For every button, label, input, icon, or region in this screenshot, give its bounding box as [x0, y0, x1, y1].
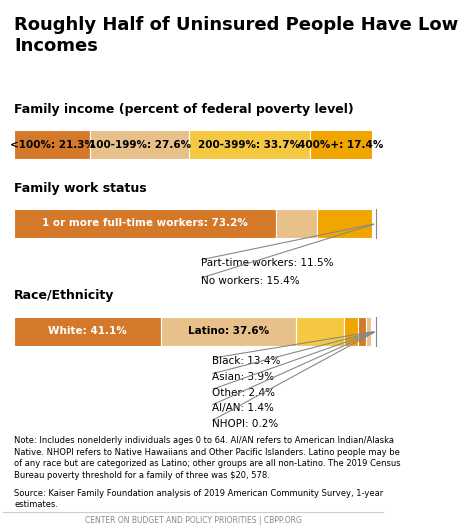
Text: Family work status: Family work status: [14, 182, 147, 194]
Text: 1 or more full-time workers: 73.2%: 1 or more full-time workers: 73.2%: [42, 218, 248, 228]
FancyBboxPatch shape: [371, 316, 372, 346]
Text: <100%: 21.3%: <100%: 21.3%: [10, 140, 95, 150]
Text: Part-time workers: 11.5%: Part-time workers: 11.5%: [201, 258, 333, 268]
FancyBboxPatch shape: [189, 130, 310, 159]
FancyBboxPatch shape: [366, 316, 371, 346]
FancyBboxPatch shape: [14, 316, 161, 346]
Text: CENTER ON BUDGET AND POLICY PRIORITIES | CBPP.ORG: CENTER ON BUDGET AND POLICY PRIORITIES |…: [84, 516, 301, 525]
Text: Source: Kaiser Family Foundation analysis of 2019 American Community Survey, 1-y: Source: Kaiser Family Foundation analysi…: [14, 489, 383, 509]
Text: No workers: 15.4%: No workers: 15.4%: [201, 276, 299, 286]
Text: Asian: 3.9%: Asian: 3.9%: [212, 372, 274, 382]
FancyBboxPatch shape: [310, 130, 372, 159]
FancyBboxPatch shape: [276, 209, 317, 238]
Text: White: 41.1%: White: 41.1%: [48, 326, 127, 336]
Text: Family income (percent of federal poverty level): Family income (percent of federal povert…: [14, 102, 354, 116]
Text: Note: Includes nonelderly individuals ages 0 to 64. AI/AN refers to American Ind: Note: Includes nonelderly individuals ag…: [14, 436, 401, 479]
Text: 200-399%: 33.7%: 200-399%: 33.7%: [198, 140, 301, 150]
Text: Black: 13.4%: Black: 13.4%: [212, 356, 281, 366]
Text: 400%+: 17.4%: 400%+: 17.4%: [298, 140, 383, 150]
Text: 100-199%: 27.6%: 100-199%: 27.6%: [89, 140, 191, 150]
FancyBboxPatch shape: [344, 316, 357, 346]
Text: AI/AN: 1.4%: AI/AN: 1.4%: [212, 404, 274, 414]
Text: Other: 2.4%: Other: 2.4%: [212, 388, 275, 398]
FancyBboxPatch shape: [14, 130, 91, 159]
FancyBboxPatch shape: [296, 316, 344, 346]
FancyBboxPatch shape: [317, 209, 372, 238]
Text: NHOPI: 0.2%: NHOPI: 0.2%: [212, 419, 278, 429]
FancyBboxPatch shape: [357, 316, 366, 346]
FancyBboxPatch shape: [14, 209, 276, 238]
Text: Latino: 37.6%: Latino: 37.6%: [188, 326, 269, 336]
Text: Race/Ethnicity: Race/Ethnicity: [14, 289, 115, 302]
Text: Roughly Half of Uninsured People Have Low
Incomes: Roughly Half of Uninsured People Have Lo…: [14, 16, 458, 55]
FancyBboxPatch shape: [91, 130, 189, 159]
FancyBboxPatch shape: [161, 316, 296, 346]
